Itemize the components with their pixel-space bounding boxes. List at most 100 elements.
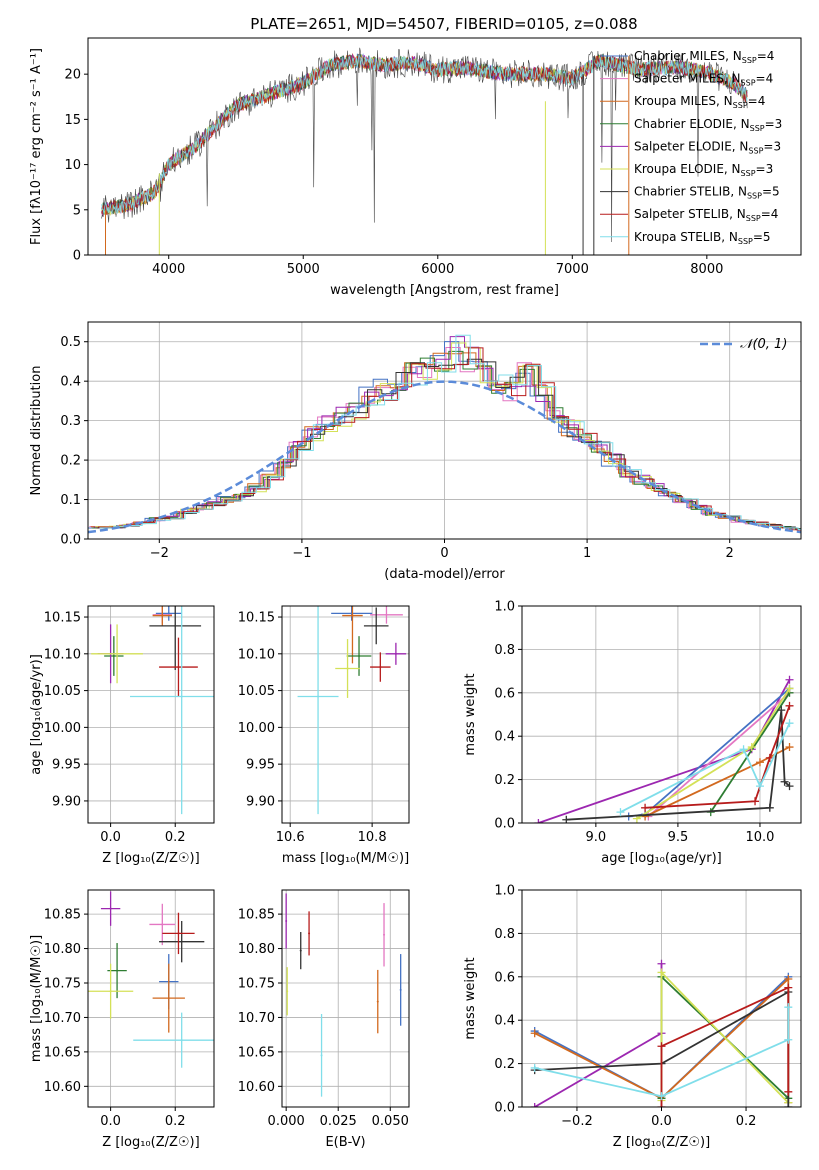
weight-marker (739, 745, 748, 754)
point-5 (109, 990, 112, 993)
point-8 (180, 695, 183, 698)
y-tick-label: 1.0 (494, 884, 515, 899)
y-tick-label: 10.75 (238, 977, 275, 992)
x-tick-label: 0.2 (165, 1114, 186, 1129)
x-axis-label: age [log₁₀(age/yr)] (601, 851, 722, 866)
weight-marker (784, 1035, 793, 1044)
y-axis-label: mass weight (463, 957, 478, 1039)
x-tick-label: 10.0 (745, 830, 774, 845)
x-tick-label: 2 (726, 546, 734, 561)
point-4 (394, 652, 397, 655)
y-tick-label: 10.75 (44, 977, 81, 992)
weight-marker (616, 808, 625, 817)
weight-marker (785, 701, 794, 710)
y-tick-label: 10.05 (44, 684, 81, 699)
x-tick-label: 0.0 (100, 830, 121, 845)
legend-label-tail: =4 (748, 94, 766, 108)
weight-marker (784, 974, 793, 983)
legend-label: Chabrier STELIB, NSSP=5 (634, 185, 780, 201)
y-tick-label: 10.00 (238, 721, 275, 736)
legend-label: Chabrier MILES, NSSP=4 (634, 49, 774, 65)
weight-marker (765, 803, 774, 812)
plot-area-mass-vs-age (282, 606, 409, 823)
legend-label: Salpeter ELODIE, NSSP=3 (634, 139, 781, 155)
weight-line-0 (534, 963, 663, 1107)
y-tick-label: 5 (73, 203, 81, 218)
point-1 (385, 613, 388, 616)
y-tick-label: 10 (64, 158, 81, 173)
y-tick-label: 10.80 (238, 942, 275, 957)
y-tick-label: 0.2 (60, 454, 81, 469)
panel-ebv-vs-mass: 0.000 0.025 0.050 10.60 10.65 10.70 10.75 10.80… (238, 889, 410, 1150)
plot-area-z-vs-age (88, 606, 214, 823)
weight-marker (785, 675, 794, 684)
weight-line-1 (628, 687, 791, 818)
legend-label-sub: SSP (746, 214, 761, 223)
x-tick-label: 8000 (690, 262, 723, 277)
legend-label: Salpeter STELIB, NSSP=4 (634, 207, 778, 223)
x-axis-label: E(B-V) (325, 1135, 365, 1150)
x-tick-label: 0 (440, 546, 448, 561)
legend-label-tail: =4 (761, 207, 779, 221)
legend-label-sub: SSP (750, 124, 765, 133)
point-7 (177, 932, 180, 935)
legend-label-tail: =4 (756, 72, 774, 86)
legend-label-sub: SSP (742, 56, 757, 65)
y-tick-label: 10.10 (44, 647, 81, 662)
x-tick-label: 9.0 (586, 830, 607, 845)
panel-z-vs-weight: −0.2 0.0 0.2 0.0 0.2 0.4 0.6 0.8 1.0 Z [log₁₀(Z/Z… (463, 884, 802, 1150)
axes-frame (521, 889, 802, 1108)
panel-z-vs-mass: 0.0 0.2 10.60 10.65 10.70 10.75 10.80 10.85 Z [l… (29, 889, 215, 1150)
x-tick-label: 4000 (152, 262, 185, 277)
y-tick-label: 10.85 (44, 908, 81, 923)
y-tick-label: 0.4 (494, 730, 515, 745)
legend-label-sub: SSP (733, 101, 748, 110)
x-tick-label: 0.000 (268, 1114, 305, 1129)
panel-age-vs-weight: 9.0 9.5 10.0 0.0 0.2 0.4 0.6 0.8 1.0 age [log₁₀(a… (463, 600, 802, 866)
x-axis-label: Z [log₁₀(Z/Z☉)] (102, 851, 199, 866)
plot-area-age-vs-weight (522, 606, 801, 823)
legend-label-main: Chabrier MILES, N (634, 49, 742, 63)
axes-frame (281, 605, 410, 824)
x-tick-label: −1 (292, 546, 311, 561)
legend-label-tail: =5 (753, 230, 771, 244)
normal-curve (88, 380, 801, 534)
x-axis-label: (data-model)/error (384, 567, 505, 582)
x-axis-label: wavelength [Angstrom, rest frame] (330, 283, 559, 298)
panel-z-vs-age: 0.0 0.2 9.90 9.95 10.00 10.05 10.10 10.15 Z [log… (29, 605, 215, 866)
weight-marker (785, 782, 794, 791)
legend-label-sub: SSP (747, 192, 762, 201)
plot-area-residuals (88, 322, 801, 539)
y-tick-label: 0.4 (494, 1014, 515, 1029)
legend-label: Kroupa STELIB, NSSP=5 (634, 230, 771, 246)
y-tick-label: 10.60 (238, 1080, 275, 1095)
weight-marker (657, 1092, 666, 1101)
axes-frame (87, 889, 215, 1108)
point-0 (167, 612, 170, 615)
y-tick-label: 9.95 (52, 758, 81, 773)
y-tick-label: 10.15 (238, 611, 275, 626)
x-tick-label: 5000 (287, 262, 320, 277)
y-tick-label: 9.90 (246, 794, 275, 809)
y-tick-label: 9.95 (246, 758, 275, 773)
y-tick-label: 0 (73, 249, 81, 264)
plot-area-spectrum (101, 47, 748, 255)
y-tick-label: 10.65 (238, 1045, 275, 1060)
point-6 (174, 624, 177, 627)
point-1 (161, 923, 164, 926)
y-tick-label: 0.8 (494, 643, 515, 658)
point-5 (346, 667, 349, 670)
x-axis-label: Z [log₁₀(Z/Z☉)] (102, 1135, 199, 1150)
y-axis-label: mass [log₁₀(M/M☉)] (29, 935, 44, 1062)
point-8 (317, 695, 320, 698)
point-5 (299, 949, 302, 952)
y-tick-label: 20 (64, 68, 81, 83)
y-tick-label: 0.1 (60, 493, 81, 508)
y-tick-label: 10.10 (238, 647, 275, 662)
point-8 (180, 1039, 183, 1042)
spectrum-line-6 (101, 47, 748, 243)
legend-label-sub: SSP (741, 79, 756, 88)
y-tick-label: 10.60 (44, 1080, 81, 1095)
histogram-5 (95, 342, 801, 530)
